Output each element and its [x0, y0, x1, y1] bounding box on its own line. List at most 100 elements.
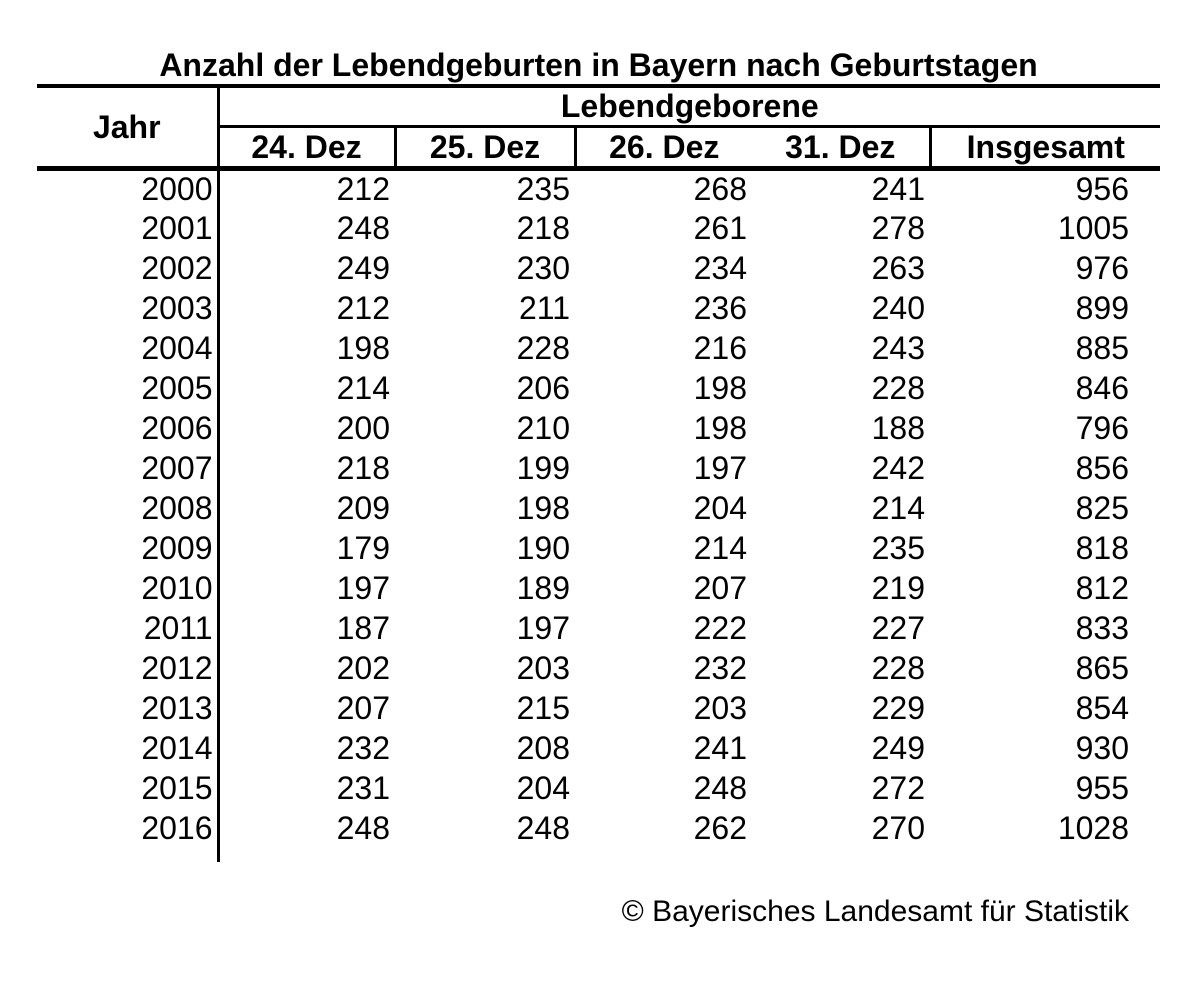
- value-cell-31-dez: 219: [871, 570, 925, 606]
- table-row: 2010 197 189 207 219 812: [37, 568, 1160, 609]
- value-cell-24-dez: 249: [336, 250, 390, 286]
- table-row: 2004 198 228 216 243 885: [37, 328, 1160, 369]
- column-header-24-dez: 24. Dez: [218, 126, 397, 171]
- total-cell: 899: [1075, 290, 1130, 326]
- table-body: 2000 212 235 268 241 956 2001 248 218 26…: [37, 168, 1160, 849]
- value-cell-25-dez: 235: [516, 171, 570, 208]
- table-header: Jahr Lebendgeborene 24. Dez 25. Dez 26. …: [37, 86, 1161, 171]
- value-cell-25-dez: 218: [516, 210, 570, 246]
- value-cell-24-dez: 232: [336, 730, 390, 766]
- value-cell-26-dez: 241: [693, 730, 747, 766]
- value-cell-24-dez: 197: [336, 570, 390, 606]
- total-cell: 1005: [1057, 210, 1130, 246]
- year-cell: 2015: [37, 768, 220, 809]
- value-cell-31-dez: 263: [871, 250, 925, 286]
- value-cell-31-dez: 242: [871, 450, 925, 486]
- value-cell-25-dez: 230: [516, 250, 570, 286]
- column-header-jahr: Jahr: [37, 86, 220, 171]
- total-cell: 885: [1075, 330, 1130, 366]
- divider-extension: [37, 848, 1160, 862]
- value-cell-25-dez: 204: [516, 770, 570, 806]
- year-cell: 2016: [37, 808, 220, 849]
- value-cell-24-dez: 207: [336, 690, 390, 726]
- total-cell: 825: [1075, 490, 1130, 526]
- table-row: 2005 214 206 198 228 846: [37, 368, 1160, 409]
- value-cell-24-dez: 212: [336, 290, 390, 326]
- value-cell-24-dez: 200: [336, 410, 390, 446]
- value-cell-24-dez: 198: [336, 330, 390, 366]
- table-row: 2009 179 190 214 235 818: [37, 528, 1160, 569]
- year-cell: 2009: [37, 528, 220, 569]
- value-cell-25-dez: 215: [516, 690, 570, 726]
- table-row: 2001 248 218 261 278 1005: [37, 208, 1160, 249]
- total-cell: 930: [1075, 730, 1130, 766]
- year-cell: 2010: [37, 568, 220, 609]
- value-cell-25-dez: 210: [516, 410, 570, 446]
- value-cell-31-dez: 228: [871, 370, 925, 406]
- value-cell-26-dez: 232: [693, 650, 747, 686]
- value-cell-26-dez: 268: [693, 171, 747, 208]
- value-cell-26-dez: 198: [693, 410, 747, 446]
- value-cell-31-dez: 249: [871, 730, 925, 766]
- value-cell-26-dez: 234: [693, 250, 747, 286]
- value-cell-24-dez: 187: [336, 610, 390, 646]
- value-cell-24-dez: 231: [336, 770, 390, 806]
- year-cell: 2013: [37, 688, 220, 729]
- value-cell-31-dez: 214: [871, 490, 925, 526]
- table-row: 2008 209 198 204 214 825: [37, 488, 1160, 529]
- spacer-row: [37, 848, 1160, 862]
- table-row: 2011 187 197 222 227 833: [37, 608, 1160, 649]
- value-cell-26-dez: 261: [693, 210, 747, 246]
- year-cell: 2004: [37, 328, 220, 369]
- value-cell-26-dez: 216: [693, 330, 747, 366]
- year-cell: 2006: [37, 408, 220, 449]
- value-cell-26-dez: 198: [693, 370, 747, 406]
- table-row: 2002 249 230 234 263 976: [37, 248, 1160, 289]
- value-cell-25-dez: 199: [516, 450, 570, 486]
- value-cell-26-dez: 207: [693, 570, 747, 606]
- total-cell: 833: [1075, 610, 1130, 646]
- value-cell-31-dez: 188: [871, 410, 925, 446]
- value-cell-24-dez: 212: [336, 171, 390, 208]
- value-cell-31-dez: 240: [871, 290, 925, 326]
- value-cell-26-dez: 236: [693, 290, 747, 326]
- total-cell: 818: [1075, 530, 1130, 566]
- value-cell-26-dez: 203: [693, 690, 747, 726]
- value-cell-31-dez: 243: [871, 330, 925, 366]
- value-cell-25-dez: 197: [516, 610, 570, 646]
- table-row: 2013 207 215 203 229 854: [37, 688, 1160, 729]
- value-cell-31-dez: 272: [871, 770, 925, 806]
- value-cell-26-dez: 214: [693, 530, 747, 566]
- total-cell: 956: [1075, 171, 1130, 208]
- value-cell-25-dez: 228: [516, 330, 570, 366]
- total-cell: 854: [1075, 690, 1130, 726]
- total-cell: 846: [1075, 370, 1130, 406]
- column-header-31-dez: 31. Dez: [752, 126, 932, 171]
- year-cell: 2011: [37, 608, 220, 649]
- table-row: 2014 232 208 241 249 930: [37, 728, 1160, 769]
- year-cell: 2003: [37, 288, 220, 329]
- total-cell: 976: [1075, 250, 1130, 286]
- total-cell: 796: [1075, 410, 1130, 446]
- group-header-lebendgeborene: Lebendgeborene: [218, 86, 1161, 128]
- spacer-year-cell: [37, 848, 220, 862]
- value-cell-26-dez: 222: [693, 610, 747, 646]
- value-cell-25-dez: 190: [516, 530, 570, 566]
- total-cell: 812: [1075, 570, 1130, 606]
- value-cell-31-dez: 228: [871, 650, 925, 686]
- value-cell-24-dez: 179: [336, 530, 390, 566]
- table-row: 2007 218 199 197 242 856: [37, 448, 1160, 489]
- table-row: 2006 200 210 198 188 796: [37, 408, 1160, 449]
- year-cell: 2005: [37, 368, 220, 409]
- value-cell-31-dez: 278: [871, 210, 925, 246]
- value-cell-26-dez: 248: [693, 770, 747, 806]
- value-cell-31-dez: 235: [871, 530, 925, 566]
- value-cell-26-dez: 197: [693, 450, 747, 486]
- value-cell-25-dez: 248: [516, 810, 570, 846]
- year-cell: 2001: [37, 208, 220, 249]
- value-cell-24-dez: 248: [336, 810, 390, 846]
- value-cell-26-dez: 262: [693, 810, 747, 846]
- total-cell: 1028: [1057, 810, 1130, 846]
- table-row: 2000 212 235 268 241 956: [37, 168, 1160, 209]
